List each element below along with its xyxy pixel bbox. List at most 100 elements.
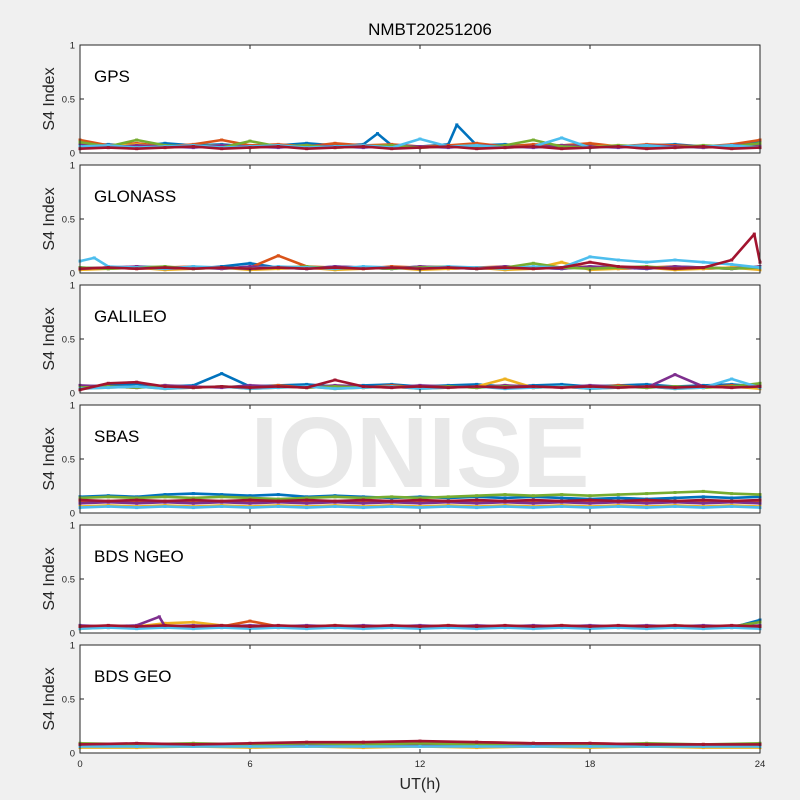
data-point (475, 382, 479, 386)
data-point (673, 626, 677, 630)
data-point (390, 266, 394, 270)
panel-label: SBAS (94, 427, 139, 446)
x-tick-label: 0 (77, 759, 82, 770)
data-point (616, 496, 620, 500)
data-point (248, 267, 252, 271)
data-point (333, 495, 337, 499)
data-point (361, 627, 365, 631)
data-point (588, 265, 592, 268)
panel-label: BDS NGEO (94, 547, 184, 566)
data-point (163, 387, 167, 391)
data-point (475, 501, 479, 505)
data-point (673, 267, 677, 271)
data-point (588, 260, 592, 264)
data-point (135, 143, 139, 147)
data-point (135, 627, 139, 631)
data-point (645, 385, 649, 388)
data-point (560, 505, 564, 508)
data-point (701, 501, 705, 505)
data-point (361, 506, 365, 510)
data-point (333, 378, 337, 382)
data-point (163, 141, 167, 145)
data-point (503, 496, 507, 500)
data-point (191, 265, 195, 268)
panel-label: GLONASS (94, 187, 176, 206)
data-point (701, 625, 705, 628)
data-point (531, 138, 535, 142)
data-point (531, 501, 535, 505)
data-point (276, 626, 280, 630)
data-point (616, 145, 620, 148)
data-point (752, 232, 756, 236)
data-point (390, 495, 394, 499)
data-point (531, 506, 535, 510)
data-point (305, 267, 309, 271)
data-point (701, 745, 705, 748)
data-point (730, 147, 734, 151)
data-point (730, 492, 734, 496)
data-point (730, 262, 734, 266)
data-point (220, 147, 224, 151)
data-point (673, 491, 677, 494)
data-point (376, 132, 379, 136)
y-tick-label: 1 (70, 641, 75, 652)
data-point (701, 266, 705, 270)
x-axis-label: UT(h) (400, 776, 441, 793)
data-point (588, 141, 592, 145)
data-point (531, 745, 535, 748)
plot-area (80, 165, 760, 273)
data-point (673, 496, 677, 500)
data-point (135, 380, 139, 384)
data-point (531, 142, 535, 146)
data-point (333, 266, 337, 270)
data-point (588, 494, 592, 498)
y-tick-label: 1 (70, 401, 75, 412)
data-point (163, 505, 167, 508)
data-point (135, 501, 139, 505)
data-point (418, 498, 422, 502)
data-point (645, 492, 649, 496)
data-point (191, 145, 195, 148)
data-point (106, 623, 110, 627)
data-point (475, 141, 479, 145)
data-point (135, 138, 139, 142)
data-point (503, 143, 507, 147)
data-point (588, 387, 592, 391)
y-tick-label: 0.5 (62, 95, 75, 106)
data-point (673, 499, 677, 503)
data-point (248, 498, 252, 502)
data-point (248, 745, 252, 748)
data-point (446, 495, 450, 499)
data-point (616, 626, 620, 630)
data-point (220, 143, 224, 147)
data-point (248, 494, 252, 498)
data-point (106, 626, 110, 630)
data-point (645, 266, 649, 270)
data-point (220, 623, 224, 627)
data-point (531, 741, 535, 745)
y-axis-label: S4 Index (41, 187, 58, 250)
data-point (673, 258, 677, 262)
data-point (276, 493, 280, 497)
data-point (560, 266, 564, 270)
data-point (305, 627, 309, 631)
data-point (645, 147, 649, 151)
y-tick-label: 0.5 (62, 455, 75, 466)
data-point (276, 254, 280, 258)
data-point (191, 742, 195, 746)
data-point (588, 146, 592, 150)
data-point (305, 496, 309, 500)
y-axis-label: S4 Index (41, 667, 58, 730)
data-point (305, 501, 309, 505)
data-point (531, 625, 535, 628)
data-point (701, 489, 705, 493)
data-point (163, 385, 167, 388)
data-point (276, 266, 280, 270)
data-point (475, 745, 479, 748)
data-point (588, 506, 592, 510)
data-point (220, 499, 224, 503)
data-point (588, 501, 592, 505)
data-point (730, 499, 734, 503)
data-point (106, 266, 110, 270)
